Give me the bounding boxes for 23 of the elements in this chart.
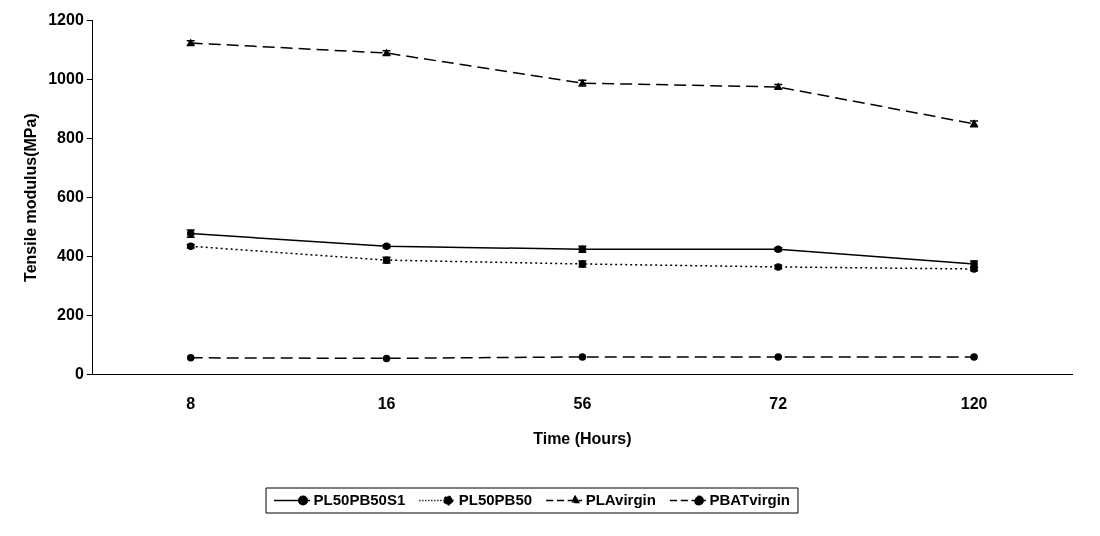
y-tick-label: 1000 [48,70,84,88]
legend-label: PL50PB50 [458,490,533,508]
y-tick-label: 400 [57,247,84,265]
x-tick-label: 56 [573,394,592,412]
x-tick-label: 16 [377,394,396,412]
legend-label: PBATvirgin [709,490,790,508]
y-tick-label: 200 [57,306,84,324]
point [578,353,587,361]
point [774,353,782,361]
point [186,354,195,362]
x-axis-title: Time (Hours) [533,429,632,447]
y-axis-title: Tensile modulus(MPa) [22,113,40,282]
x-tick-label: 120 [960,394,988,412]
legend-label: PLAvirgin [585,490,656,508]
x-tick-label: 72 [769,394,788,412]
y-tick-label: 600 [57,188,84,206]
point [382,354,391,363]
point [970,353,978,361]
y-tick-label: 0 [74,365,84,383]
x-tick-label: 8 [186,394,196,412]
y-tick-label: 800 [57,129,84,147]
y-tick-label: 1200 [48,11,84,29]
legend-label: PL50PB50S1 [313,490,406,508]
